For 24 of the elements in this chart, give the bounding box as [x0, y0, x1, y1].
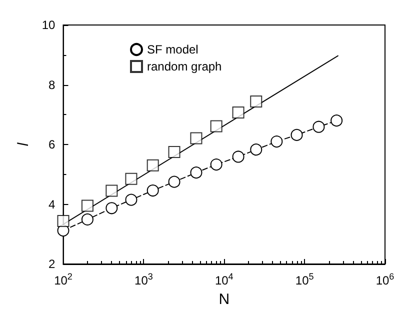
point — [290, 128, 303, 141]
point — [168, 176, 180, 188]
point — [125, 172, 138, 185]
y-tick-label: 2 — [48, 257, 56, 271]
y-tick-label: 8 — [48, 78, 56, 92]
point — [106, 202, 118, 214]
point — [210, 120, 222, 132]
point — [106, 184, 118, 197]
legend-label: random graph — [147, 60, 222, 74]
point — [250, 95, 262, 108]
point — [168, 146, 180, 158]
point — [312, 120, 325, 133]
point — [210, 158, 222, 171]
x-axis-title: N — [218, 291, 230, 308]
y-tick-label: 4 — [48, 197, 56, 212]
y-tick-label: 10 — [42, 18, 56, 32]
point — [250, 144, 262, 156]
y-axis-title: l — [15, 142, 32, 146]
legend-label: SF model — [147, 42, 198, 56]
point — [146, 159, 159, 172]
point — [146, 184, 159, 197]
point — [125, 194, 138, 206]
y-tick-label: 6 — [48, 138, 56, 152]
point — [270, 136, 283, 148]
